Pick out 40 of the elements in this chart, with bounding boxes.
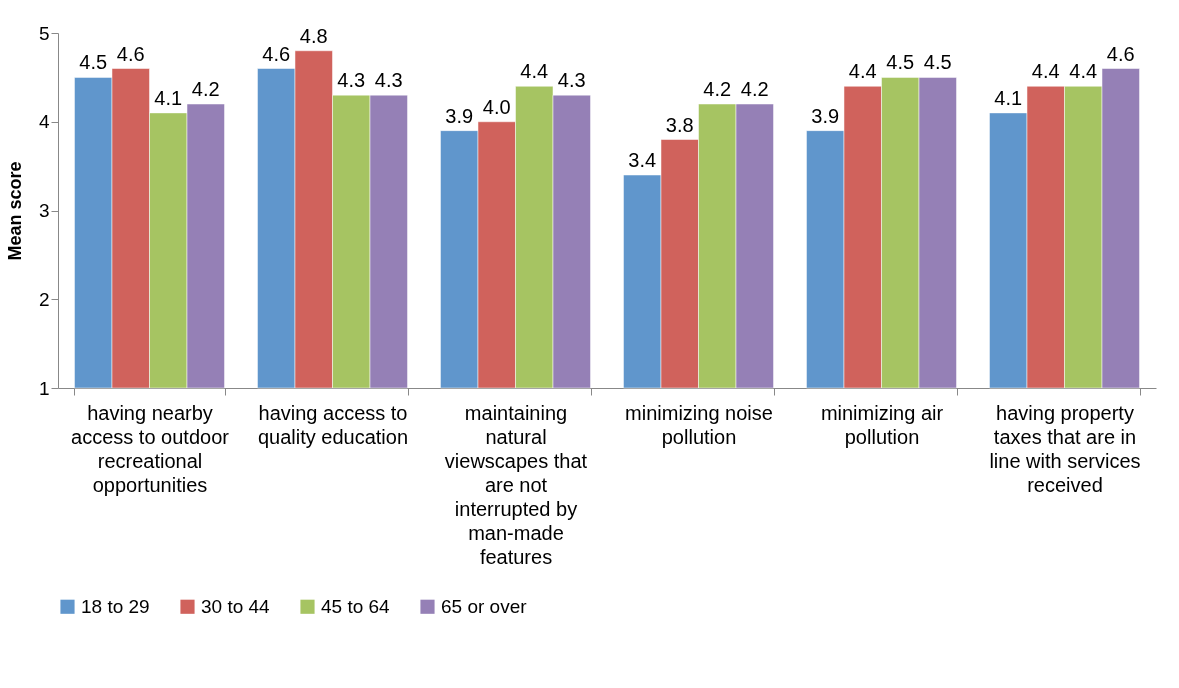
text: 3.4 <box>628 149 657 171</box>
y-tick-label: 3 <box>38 200 50 221</box>
y-tick-label: 4 <box>38 111 50 133</box>
text: 4.5 <box>79 51 108 74</box>
text: 4.3 <box>557 69 586 92</box>
text: 4.4 <box>1069 60 1098 83</box>
legend-label: 45 to 64 <box>321 595 391 617</box>
text: 4.5 <box>886 51 915 74</box>
legend-label: 30 to 44 <box>201 595 271 617</box>
x-tick-label: having nearby access to outdoor recreational opportunities <box>71 401 230 496</box>
text: 4.1 <box>994 86 1023 109</box>
x-tick-label: maintaining natural viewscapes that are not interrupted by man-made features <box>444 401 588 568</box>
text: 4.2 <box>703 78 732 100</box>
text: 4.6 <box>116 42 145 65</box>
text: 4.2 <box>191 78 220 100</box>
text: 3.9 <box>811 104 840 127</box>
text: 4.4 <box>1031 60 1060 83</box>
text: 4.4 <box>848 60 877 83</box>
text: 4.4 <box>520 60 549 83</box>
text: 3.9 <box>445 104 474 127</box>
y-tick-label: 1 <box>38 377 50 399</box>
x-tick-label: minimizing air pollution <box>820 401 944 448</box>
y-axis-title: Mean score <box>4 161 25 261</box>
x-tick-label: having property taxes that are in line with services received <box>989 401 1141 496</box>
text: 4.2 <box>740 78 769 100</box>
text: 3.8 <box>665 113 694 136</box>
text: 4.0 <box>482 95 511 118</box>
text: 4.3 <box>374 69 403 92</box>
text: 4.8 <box>299 24 328 47</box>
y-tick-label: 5 <box>38 22 50 44</box>
y-tick-label: 2 <box>38 288 50 310</box>
legend-label: 65 or over <box>441 595 528 617</box>
text: 4.1 <box>154 86 183 109</box>
legend-label: 18 to 29 <box>81 595 150 617</box>
x-tick-label: minimizing noise pollution <box>625 401 773 448</box>
text: 4.6 <box>262 42 291 65</box>
x-tick-label: having access to quality education <box>257 401 409 448</box>
text: 4.5 <box>923 51 952 74</box>
text: 4.6 <box>1106 42 1135 65</box>
text: 4.3 <box>337 69 366 92</box>
